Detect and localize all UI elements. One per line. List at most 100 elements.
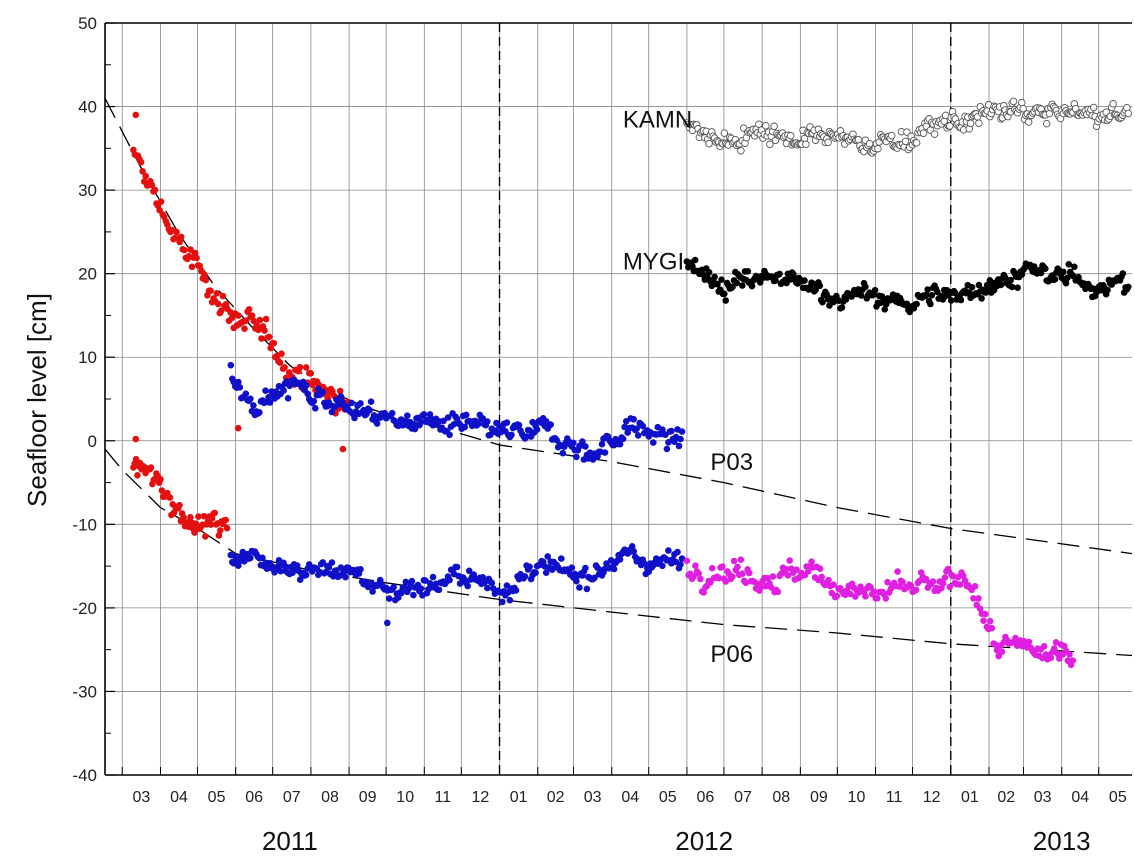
data-point xyxy=(213,290,220,297)
data-point xyxy=(278,350,285,358)
data-point xyxy=(558,555,565,562)
data-point xyxy=(677,561,684,568)
data-point xyxy=(151,186,159,194)
y-tick-label: -30 xyxy=(72,682,97,701)
data-point xyxy=(234,424,242,432)
data-point xyxy=(976,605,984,612)
data-point xyxy=(975,119,983,127)
data-point xyxy=(871,286,879,294)
data-point xyxy=(176,501,183,509)
series-label-p03: P03 xyxy=(710,449,753,476)
y-tick-label: -10 xyxy=(72,515,97,534)
data-point xyxy=(328,559,336,566)
data-point xyxy=(582,443,589,450)
x-month-label: 04 xyxy=(621,789,639,806)
series-kamn xyxy=(683,97,1133,157)
data-point xyxy=(805,568,812,575)
series-p06-magenta xyxy=(683,556,1077,669)
data-point xyxy=(302,364,310,371)
data-point xyxy=(734,563,741,571)
data-point xyxy=(858,292,865,299)
data-point xyxy=(390,583,398,591)
data-point xyxy=(576,584,583,591)
data-point xyxy=(927,300,934,308)
data-point xyxy=(720,129,729,137)
data-point xyxy=(461,423,469,431)
y-tick-label: -40 xyxy=(72,766,97,785)
data-point xyxy=(373,420,381,427)
data-point xyxy=(968,283,976,291)
data-point xyxy=(882,300,890,308)
x-month-label: 12 xyxy=(923,789,941,806)
data-point xyxy=(337,393,345,400)
data-point xyxy=(630,416,637,423)
data-point xyxy=(261,327,268,334)
data-points xyxy=(130,97,1133,669)
data-point xyxy=(157,476,164,483)
x-month-label: 07 xyxy=(734,789,752,806)
data-point xyxy=(1014,284,1021,292)
x-year-label: 2013 xyxy=(1033,826,1091,856)
data-point xyxy=(705,269,713,276)
x-month-label: 05 xyxy=(208,789,226,806)
data-point xyxy=(1025,638,1033,646)
series-p06-blue xyxy=(227,543,686,627)
data-point xyxy=(847,590,854,598)
data-point xyxy=(639,422,647,430)
data-point xyxy=(929,578,937,585)
data-point xyxy=(157,198,165,205)
data-point xyxy=(1019,104,1027,113)
trend-lines xyxy=(104,97,1133,657)
data-point xyxy=(818,573,825,581)
x-month-label: 04 xyxy=(1071,789,1089,806)
x-month-label: 02 xyxy=(547,789,565,806)
data-point xyxy=(187,246,194,253)
data-point xyxy=(188,263,196,271)
data-point xyxy=(946,122,954,130)
data-point xyxy=(357,400,364,407)
data-point xyxy=(258,335,265,342)
data-point xyxy=(919,129,928,137)
data-point xyxy=(715,574,723,582)
data-point xyxy=(1037,269,1045,277)
data-point xyxy=(196,262,203,270)
data-point xyxy=(1124,109,1133,118)
y-axis-label: Seafloor level [cm] xyxy=(22,293,52,507)
data-point xyxy=(302,571,310,579)
data-point xyxy=(444,414,452,421)
data-point xyxy=(1051,645,1058,652)
data-point xyxy=(462,411,470,419)
data-point xyxy=(619,435,627,443)
data-point xyxy=(384,619,391,627)
data-point xyxy=(521,573,529,580)
data-point xyxy=(180,514,187,521)
data-point xyxy=(887,131,896,140)
data-point xyxy=(1104,286,1111,294)
data-point xyxy=(783,565,790,573)
x-month-label: 01 xyxy=(510,789,528,806)
data-point xyxy=(700,589,708,596)
data-point xyxy=(997,281,1005,289)
data-point xyxy=(276,359,284,367)
data-point xyxy=(695,570,702,577)
data-point xyxy=(512,587,520,594)
data-point xyxy=(173,228,180,236)
series-p03-blue xyxy=(227,361,686,463)
x-month-label: 03 xyxy=(132,789,150,806)
data-point xyxy=(465,567,473,575)
data-point xyxy=(132,111,140,119)
data-point xyxy=(719,563,726,570)
data-point xyxy=(187,514,194,521)
data-point xyxy=(385,595,393,602)
data-point xyxy=(339,445,347,453)
x-month-label: 09 xyxy=(810,789,828,806)
y-tick-label: 50 xyxy=(78,14,97,33)
data-point xyxy=(982,289,990,296)
data-point xyxy=(894,568,901,575)
data-point xyxy=(307,370,315,377)
data-point xyxy=(691,256,699,264)
data-point xyxy=(816,565,824,572)
data-point xyxy=(579,438,586,445)
data-point xyxy=(328,408,336,416)
